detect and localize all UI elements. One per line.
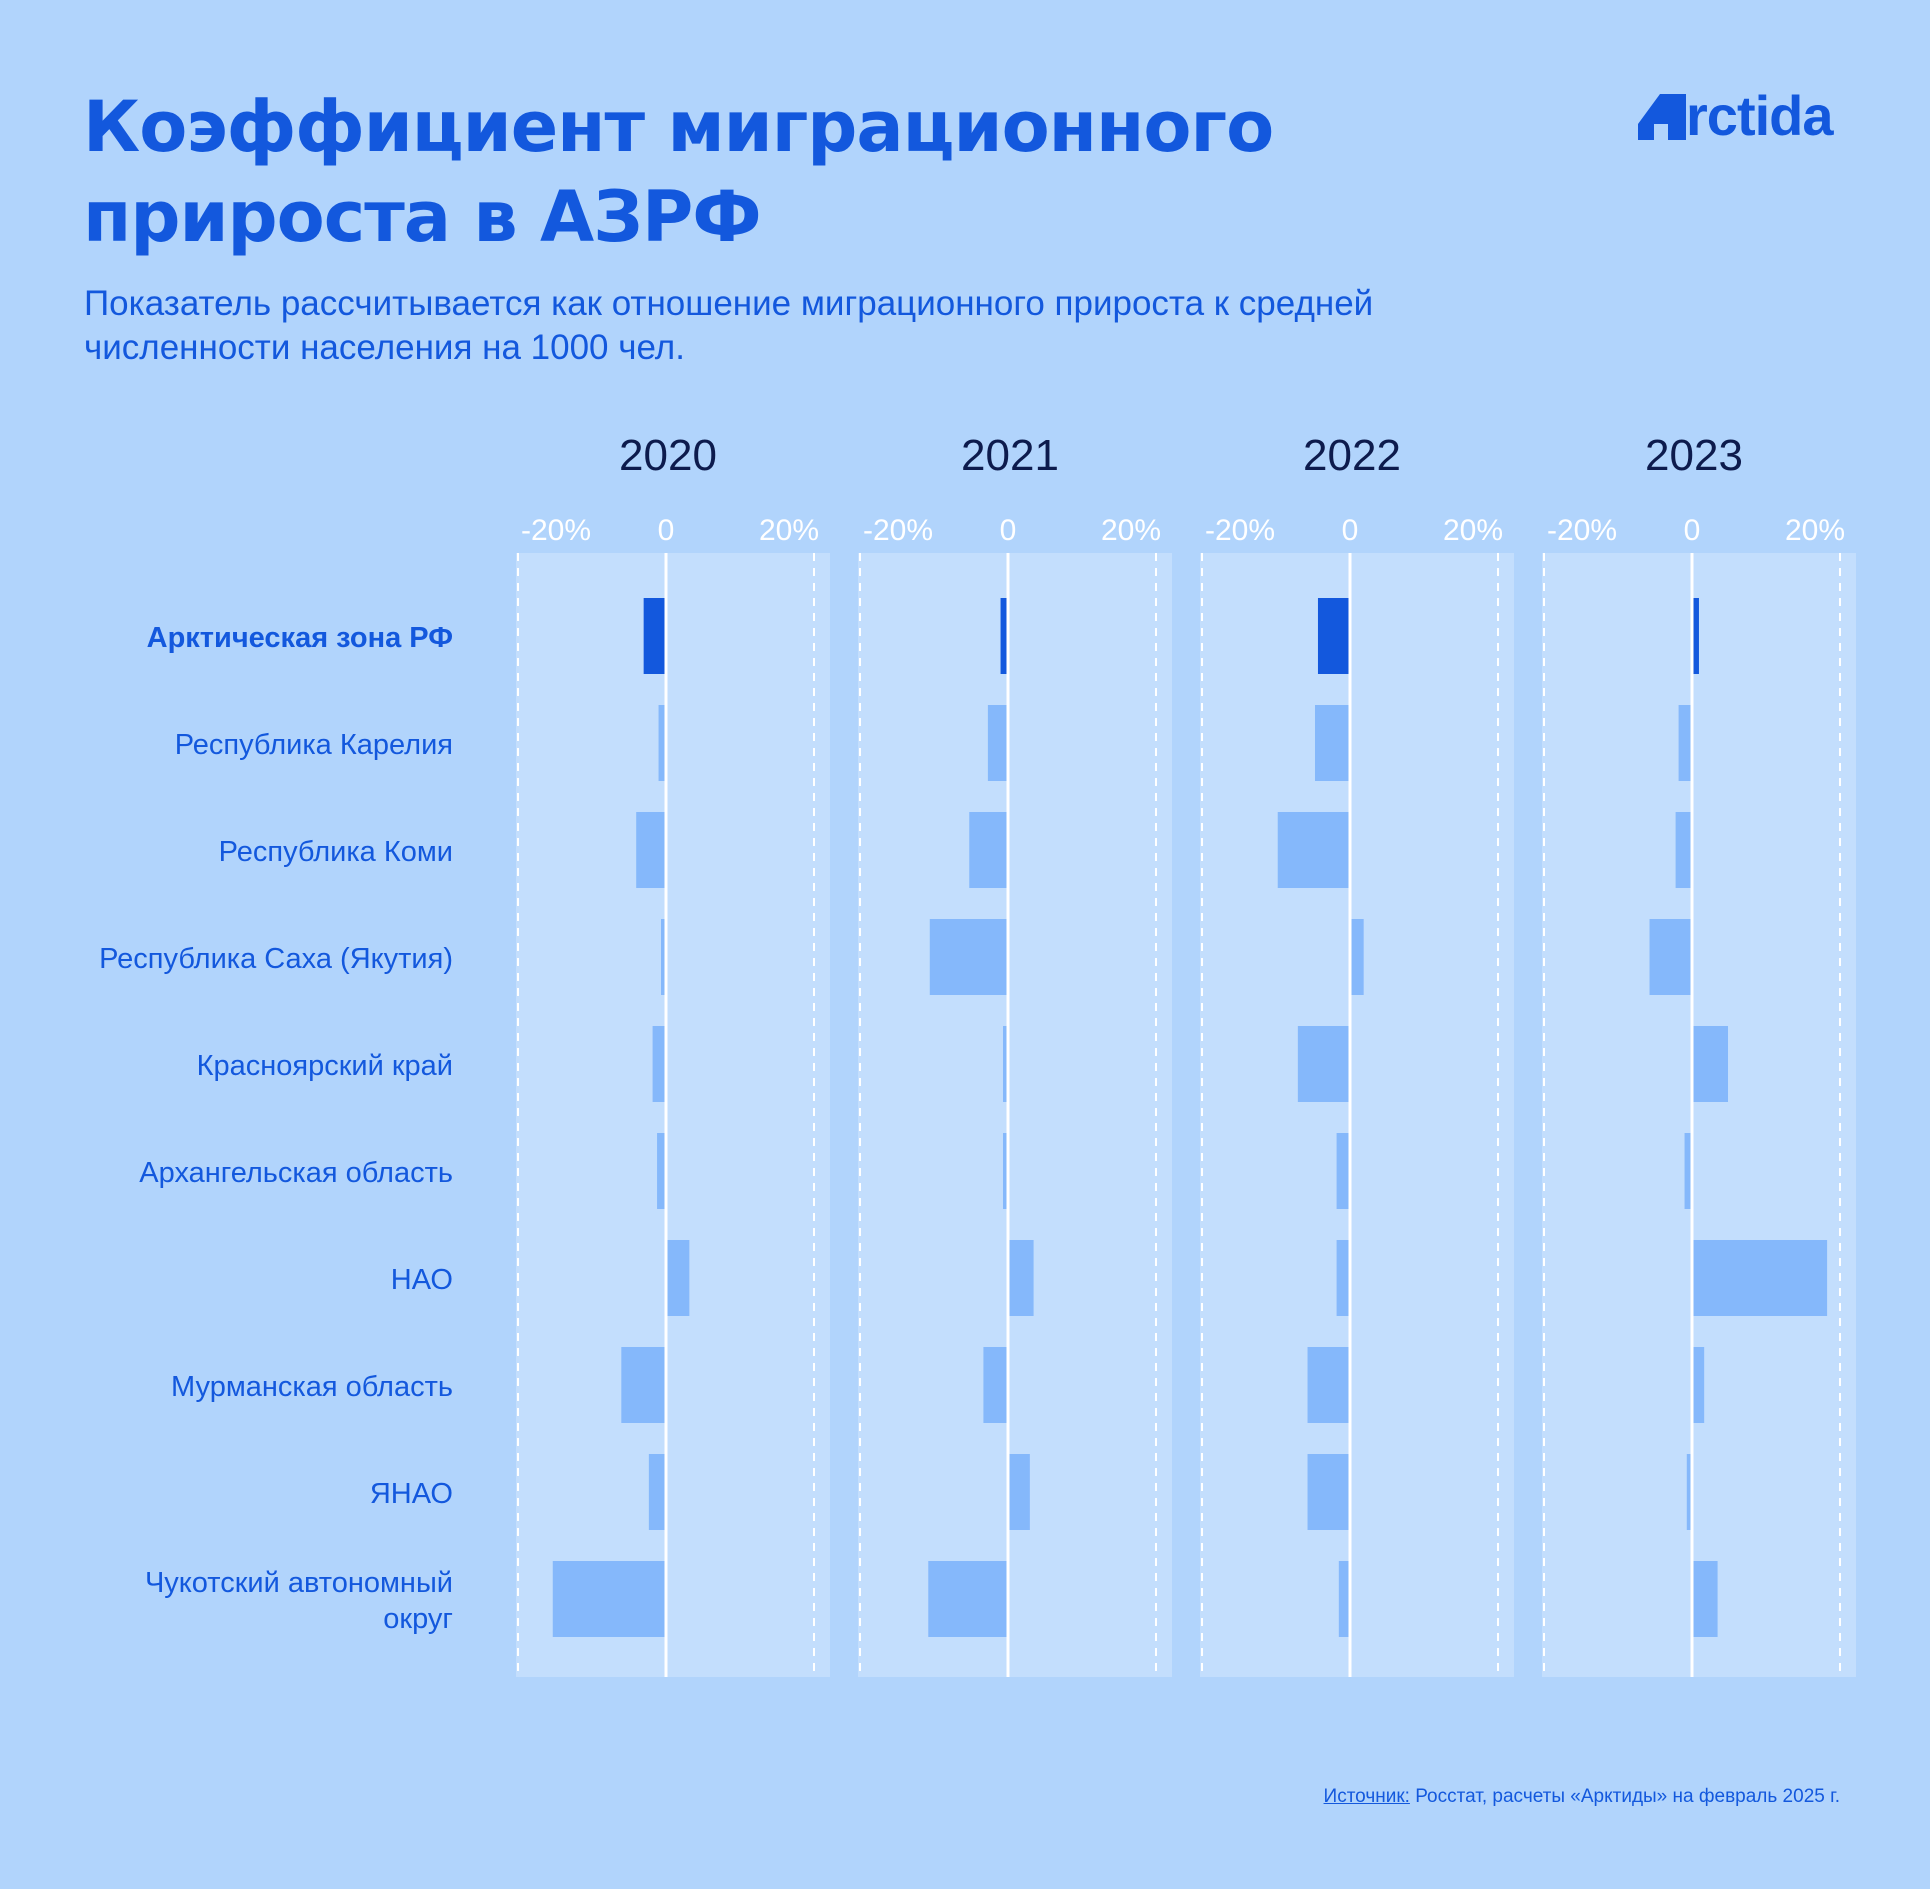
bar <box>1277 812 1350 888</box>
category-label: Красноярский край <box>197 1050 453 1082</box>
bar <box>652 1026 666 1102</box>
year-label-2020: 2020 <box>619 431 717 480</box>
bar <box>1338 1561 1350 1637</box>
bar <box>1003 1133 1008 1209</box>
bar <box>1693 1026 1729 1102</box>
bar <box>1686 1454 1692 1530</box>
category-label: Арктическая зона РФ <box>147 622 453 654</box>
bar <box>969 812 1008 888</box>
bar <box>643 598 666 674</box>
source-note: Источник: Росстат, расчеты «Арктиды» на … <box>1324 1786 1840 1808</box>
bar <box>1678 705 1692 781</box>
tick-label: 20% <box>759 514 819 547</box>
category-label: Мурманская область <box>171 1371 453 1403</box>
bar <box>929 919 1008 995</box>
panel-2020 <box>516 553 830 1677</box>
bar <box>1649 919 1692 995</box>
source-label[interactable]: Источник: <box>1323 1786 1410 1807</box>
bar <box>987 705 1008 781</box>
bar <box>658 705 666 781</box>
bar <box>1000 598 1008 674</box>
arctida-logo: rctida <box>1638 84 1860 148</box>
category-label: ЯНАО <box>370 1478 453 1510</box>
bar <box>1336 1133 1350 1209</box>
bar <box>1003 1026 1008 1102</box>
category-label: Республика Карелия <box>175 729 453 761</box>
bar <box>1693 1240 1828 1316</box>
year-label-2022: 2022 <box>1303 431 1401 480</box>
arctida-a-icon <box>1638 94 1686 140</box>
bar <box>648 1454 666 1530</box>
bar <box>1693 1561 1718 1637</box>
category-label: Архангельская область <box>139 1157 453 1189</box>
tick-label: 20% <box>1101 514 1161 547</box>
tick-label: -20% <box>863 514 933 547</box>
source-text: Росстат, расчеты «Арктиды» на февраль 20… <box>1409 1786 1840 1807</box>
year-label-2021: 2021 <box>961 431 1059 480</box>
bar <box>1693 598 1699 674</box>
bar <box>1009 1454 1030 1530</box>
bar <box>552 1561 666 1637</box>
bar <box>1693 1347 1705 1423</box>
tick-label: -20% <box>1205 514 1275 547</box>
bar <box>667 1240 690 1316</box>
tick-label: 0 <box>658 514 675 547</box>
category-label: Республика Коми <box>219 836 453 868</box>
bar <box>1307 1454 1350 1530</box>
tick-label: -20% <box>1547 514 1617 547</box>
category-label: Чукотский автономный <box>145 1567 453 1599</box>
year-label-2023: 2023 <box>1645 431 1743 480</box>
logo-text: rctida <box>1686 84 1833 147</box>
bar <box>636 812 666 888</box>
bar <box>657 1133 666 1209</box>
category-label: НАО <box>391 1264 453 1296</box>
tick-label: 0 <box>1000 514 1017 547</box>
bar <box>1351 919 1364 995</box>
tick-label: 20% <box>1785 514 1845 547</box>
panel-2023 <box>1542 553 1856 1677</box>
bar <box>928 1561 1008 1637</box>
bar <box>1684 1133 1692 1209</box>
bar <box>1009 1240 1034 1316</box>
bar <box>1297 1026 1350 1102</box>
tick-label: 0 <box>1684 514 1701 547</box>
category-label: округ <box>383 1603 453 1635</box>
bar <box>1314 705 1350 781</box>
page-subtitle: Показатель рассчитывается как отношение … <box>84 284 1374 367</box>
page-title: Коэффициент миграционного прироста в АЗР… <box>83 86 1274 258</box>
bar <box>983 1347 1008 1423</box>
bar <box>1675 812 1692 888</box>
bar <box>621 1347 666 1423</box>
bar <box>1307 1347 1350 1423</box>
panel-2022 <box>1200 553 1514 1677</box>
bar <box>1317 598 1350 674</box>
tick-label: 0 <box>1342 514 1359 547</box>
bar <box>1336 1240 1350 1316</box>
bar <box>661 919 666 995</box>
category-label: Республика Саха (Якутия) <box>99 943 453 975</box>
tick-label: -20% <box>521 514 591 547</box>
tick-label: 20% <box>1443 514 1503 547</box>
